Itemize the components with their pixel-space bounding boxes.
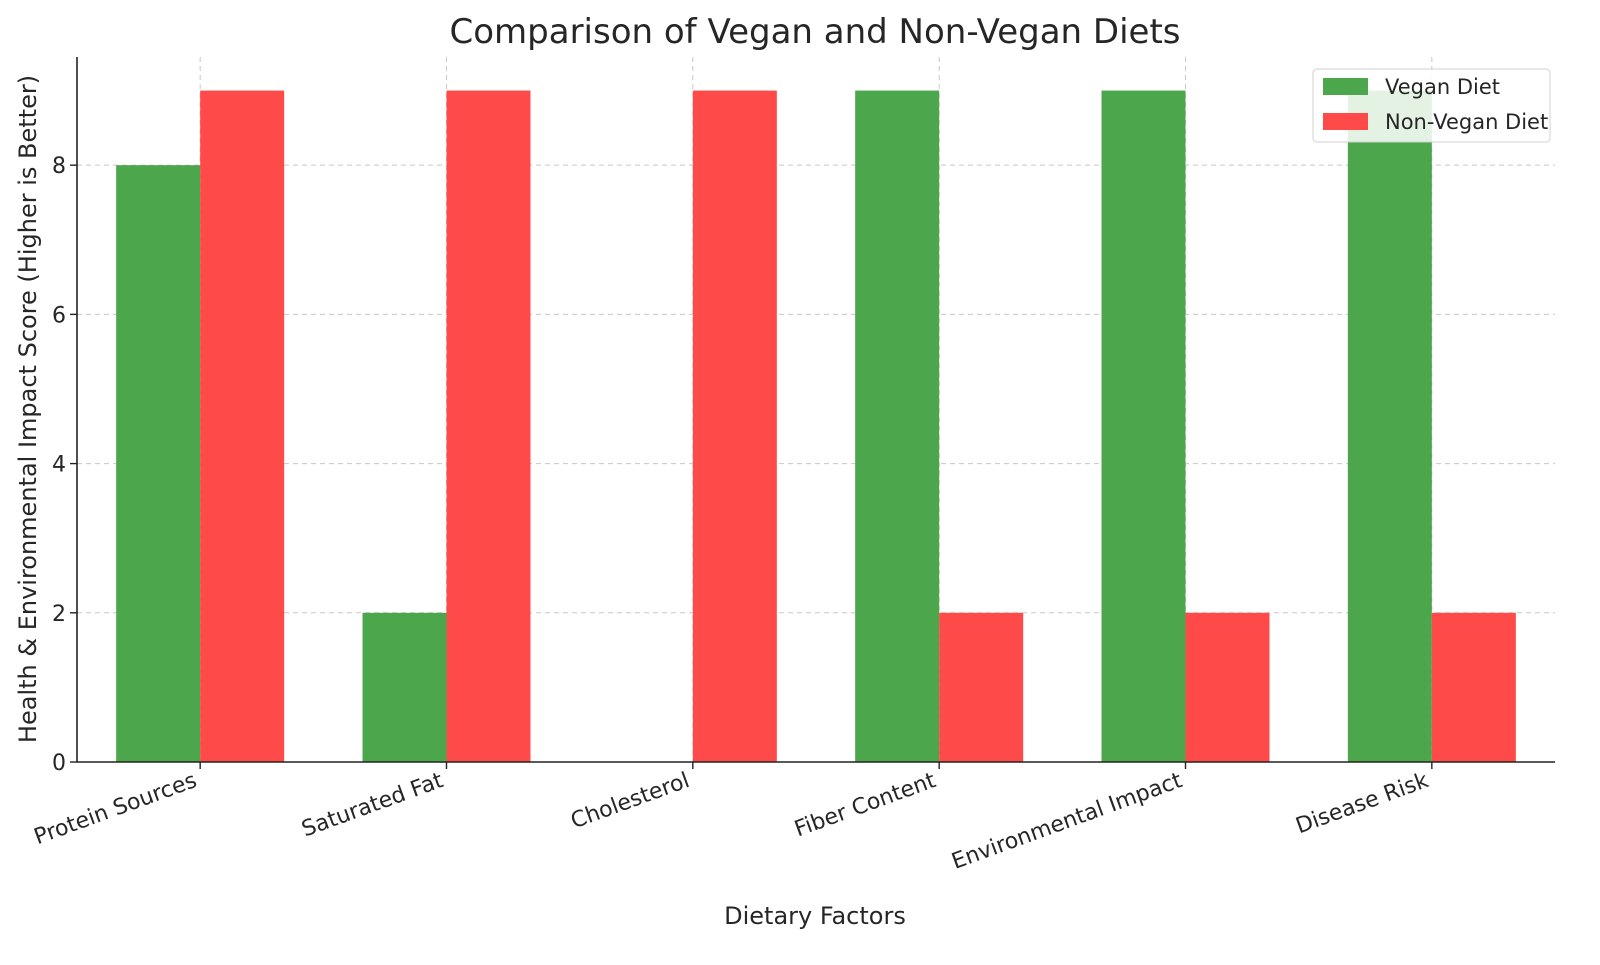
- bar-non-vegan: [939, 612, 1024, 762]
- bar-non-vegan: [200, 90, 285, 763]
- legend-swatch: [1323, 113, 1368, 130]
- x-axis-label: Dietary Factors: [724, 902, 906, 930]
- x-tick-label: Disease Risk: [1293, 768, 1433, 839]
- y-axis-label: Health & Environmental Impact Score (Hig…: [14, 75, 42, 743]
- grid: [77, 57, 1555, 762]
- bar-non-vegan: [692, 90, 777, 763]
- chart-title: Comparison of Vegan and Non-Vegan Diets: [450, 12, 1181, 52]
- y-tick-label: 6: [52, 303, 66, 328]
- y-tick-label: 8: [52, 154, 66, 179]
- bar-vegan: [362, 612, 447, 762]
- legend-box: [1312, 68, 1551, 143]
- legend-label: Vegan Diet: [1385, 75, 1500, 99]
- legend-swatch: [1323, 78, 1368, 95]
- legend: Vegan Diet Non-Vegan Diet: [1312, 68, 1551, 143]
- bar-non-vegan: [446, 90, 531, 763]
- legend-label: Non-Vegan Diet: [1385, 110, 1548, 134]
- bars: [116, 90, 1516, 763]
- y-tick-label: 2: [52, 602, 66, 627]
- y-tick-label: 4: [52, 453, 66, 478]
- y-tick-label: 0: [52, 751, 66, 776]
- bar-vegan: [116, 165, 201, 762]
- y-tick-labels: 0 2 4 6 8: [52, 154, 66, 776]
- axes: [70, 57, 1555, 769]
- bar-non-vegan: [1185, 612, 1270, 762]
- x-tick-label: Cholesterol: [568, 768, 693, 834]
- x-tick-labels: Protein Sources Saturated Fat Cholesterol F…: [31, 768, 1432, 875]
- bar-vegan: [1101, 90, 1186, 763]
- x-tick-label: Fiber Content: [791, 768, 939, 842]
- bar-non-vegan: [1431, 612, 1516, 762]
- x-tick-label: Environmental Impact: [949, 768, 1186, 875]
- bar-vegan: [1347, 90, 1432, 763]
- bar-vegan: [855, 90, 940, 763]
- x-tick-label: Saturated Fat: [299, 768, 447, 842]
- x-tick-label: Protein Sources: [31, 768, 200, 850]
